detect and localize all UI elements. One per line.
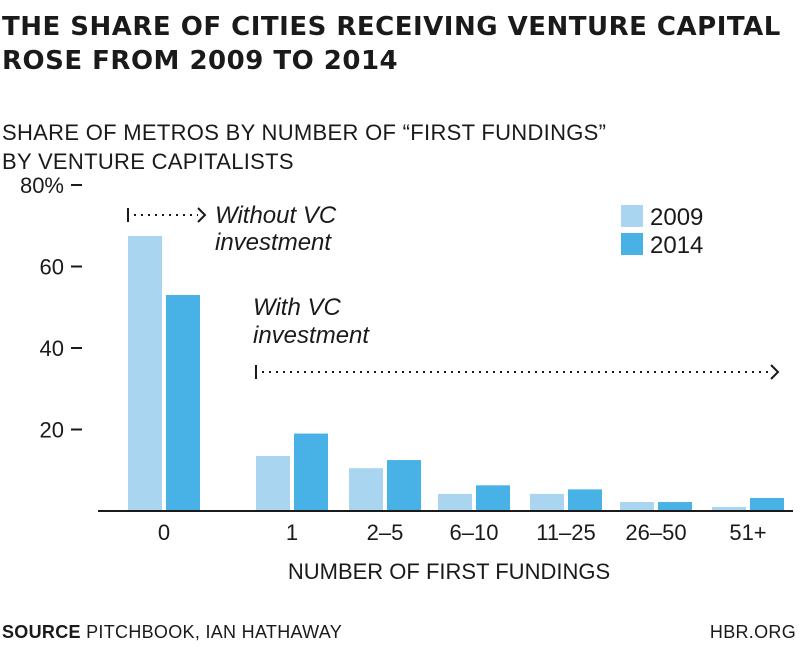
x-tick-label: 6–10 <box>450 520 499 545</box>
y-tick-label: 40 <box>40 336 64 361</box>
x-axis-label: NUMBER OF FIRST FUNDINGS <box>288 559 610 584</box>
bar-2014-1 <box>294 433 328 511</box>
bar-chart: 20 40 60 80% 0 1 2–5 6–10 11–25 26–50 51+ NUMBER … <box>20 173 793 584</box>
annotation-with-vc: With VC investment <box>253 294 780 380</box>
x-tick-label: 51+ <box>729 520 766 545</box>
y-tick-label: 20 <box>40 418 64 443</box>
source-label: SOURCE <box>2 622 81 642</box>
annotation-without-vc-arrow-head <box>197 207 207 223</box>
bar-2009-3 <box>438 493 472 511</box>
bar-2014-3 <box>476 485 510 511</box>
legend-label-2014: 2014 <box>650 232 703 259</box>
bar-2014-6 <box>750 497 784 511</box>
credit: HBR.ORG <box>709 622 796 642</box>
bar-2009-2 <box>349 468 383 511</box>
legend-swatch-2014 <box>621 233 643 255</box>
subtitle-line-1: SHARE OF METROS BY NUMBER OF “FIRST FUND… <box>2 120 607 145</box>
annotation-with-vc-line1: With VC <box>253 294 341 321</box>
bar-2009-1 <box>256 455 290 511</box>
bar-2009-4 <box>530 493 564 511</box>
x-tick-label: 2–5 <box>367 520 404 545</box>
subtitle-line-2: BY VENTURE CAPITALISTS <box>2 149 294 174</box>
annotation-without-vc-line2: investment <box>215 229 332 256</box>
x-tick-label: 11–25 <box>536 520 596 545</box>
bar-2014-5 <box>658 502 692 511</box>
bar-2014-4 <box>568 489 602 511</box>
x-tick-label: 0 <box>158 520 170 545</box>
annotation-with-vc-line2: investment <box>253 322 370 349</box>
bars <box>128 235 784 511</box>
annotation-with-vc-arrow-head <box>770 364 780 380</box>
title-line-2: ROSE FROM 2009 TO 2014 <box>2 46 399 76</box>
y-tick-label: 60 <box>40 255 64 280</box>
bar-2014-2 <box>387 460 421 511</box>
chart-subtitle: SHARE OF METROS BY NUMBER OF “FIRST FUND… <box>2 118 792 176</box>
x-axis-tick-labels: 0 1 2–5 6–10 11–25 26–50 51+ <box>158 520 767 545</box>
chart-title: THE SHARE OF CITIES RECEIVING VENTURE CA… <box>2 10 792 78</box>
annotation-without-vc-line1: Without VC <box>215 202 337 229</box>
x-tick-label: 26–50 <box>625 520 686 545</box>
y-tick-label: 80% <box>20 173 64 198</box>
y-axis: 20 40 60 80% <box>20 173 82 443</box>
bar-2009-5 <box>620 502 654 511</box>
title-line-1: THE SHARE OF CITIES RECEIVING VENTURE CA… <box>2 12 781 42</box>
source-note: SOURCE PITCHBOOK, IAN HATHAWAY <box>2 622 342 643</box>
annotation-without-vc: Without VC investment <box>127 202 337 256</box>
source-text: PITCHBOOK, IAN HATHAWAY <box>86 622 343 642</box>
legend-label-2009: 2009 <box>650 204 703 231</box>
legend: 2009 2014 <box>621 204 703 259</box>
bar-2014-0 <box>166 295 200 511</box>
bar-2009-0 <box>128 235 162 511</box>
bar-2009-6 <box>712 506 746 511</box>
x-tick-label: 1 <box>286 520 298 545</box>
legend-swatch-2009 <box>621 205 643 227</box>
